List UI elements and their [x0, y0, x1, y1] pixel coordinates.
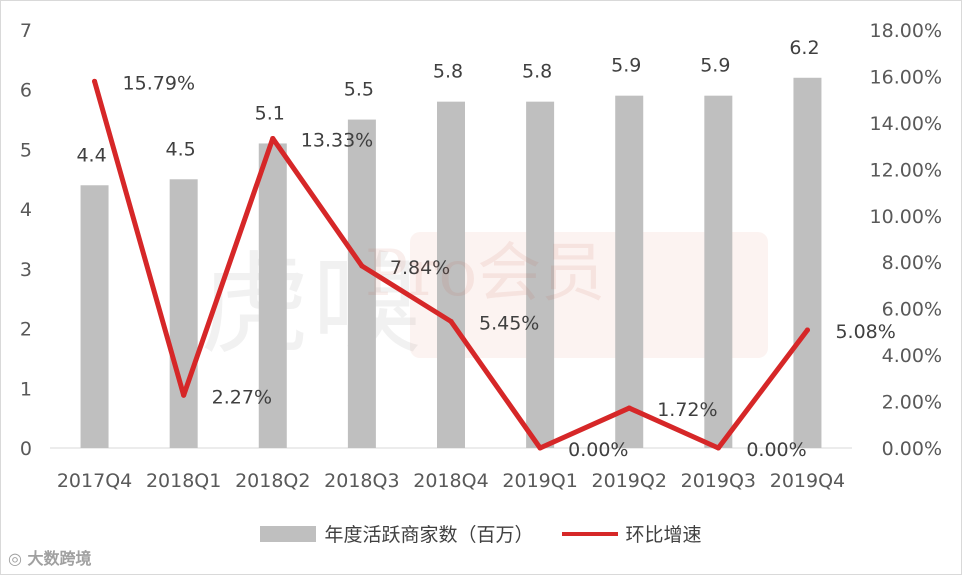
bar-data-label: 6.2 [789, 37, 819, 59]
right-tick-label: 0.00% [882, 438, 942, 460]
bar-data-label: 5.8 [433, 61, 463, 83]
right-tick-label: 10.00% [870, 206, 942, 228]
category-label: 2018Q4 [413, 470, 488, 492]
right-tick-label: 8.00% [882, 252, 942, 274]
line-point[interactable] [804, 327, 810, 333]
bar-data-label: 5.8 [522, 61, 552, 83]
category-label: 2018Q3 [324, 470, 399, 492]
line-point[interactable] [537, 445, 543, 451]
line-data-label: 13.33% [301, 129, 373, 151]
left-tick-label: 7 [20, 20, 32, 42]
left-tick-label: 4 [20, 199, 32, 221]
footer-logo-text: 大数跨境 [27, 549, 92, 568]
legend-label-line: 环比增速 [625, 524, 702, 546]
bar-series [80, 77, 822, 449]
line-point[interactable] [92, 78, 98, 84]
line-data-label: 7.84% [390, 257, 450, 279]
line-data-label: 5.08% [835, 321, 895, 343]
left-axis: 0 1 2 3 4 5 6 7 [20, 20, 32, 460]
bar[interactable] [793, 77, 822, 449]
combo-chart: 0 1 2 3 4 5 6 7 0.00% 2.00% 4.00% 6.00% 8.00% 10.00%… [20, 20, 942, 492]
right-tick-label: 4.00% [882, 345, 942, 367]
bar[interactable] [80, 185, 109, 448]
line-point[interactable] [270, 135, 276, 141]
line-point[interactable] [626, 405, 632, 411]
bar[interactable] [526, 101, 555, 449]
legend: 年度活跃商家数（百万） 环比增速 [0, 520, 962, 547]
category-label: 2017Q4 [57, 470, 132, 492]
logo-icon: ◎ [8, 549, 22, 568]
line-point[interactable] [181, 392, 187, 398]
bar[interactable] [169, 179, 198, 449]
line-point[interactable] [715, 445, 721, 451]
legend-swatch-line [561, 531, 618, 536]
bar[interactable] [615, 95, 644, 448]
watermark-text: 虎嗅 [200, 241, 424, 369]
footer-logo: ◎ 大数跨境 [8, 545, 92, 569]
bar-data-label: 5.5 [344, 79, 374, 101]
left-tick-label: 6 [20, 80, 32, 102]
left-tick-label: 2 [20, 319, 32, 341]
line-labels: 15.79% 2.27% 13.33% 7.84% 5.45% 0.00% 1.72% 0.0… [123, 72, 896, 461]
right-tick-label: 14.00% [870, 113, 942, 135]
bar-labels: 4.4 4.5 5.1 5.5 5.8 5.8 5.9 5.9 6.2 [76, 37, 819, 166]
line-point[interactable] [359, 263, 365, 269]
legend-swatch-bar [260, 525, 317, 542]
right-tick-label: 16.00% [870, 66, 942, 88]
line-data-label: 15.79% [123, 72, 195, 94]
right-tick-label: 2.00% [882, 392, 942, 414]
bar[interactable] [258, 143, 287, 448]
watermark: 虎嗅 [200, 215, 424, 375]
legend-item-line[interactable]: 环比增速 [561, 520, 702, 547]
left-tick-label: 1 [20, 378, 32, 400]
line-point[interactable] [448, 318, 454, 324]
right-axis: 0.00% 2.00% 4.00% 6.00% 8.00% 10.00% 12.00% 14.… [870, 20, 942, 460]
watermark-badge-text: Pro会员 [365, 237, 605, 311]
bar[interactable] [704, 95, 733, 448]
right-tick-label: 6.00% [882, 299, 942, 321]
left-tick-label: 0 [20, 438, 32, 460]
right-tick-label: 18.00% [870, 20, 942, 42]
bar[interactable] [437, 101, 465, 449]
category-label: 2019Q2 [592, 470, 667, 492]
line-data-label: 5.45% [479, 312, 539, 334]
line-series [92, 78, 810, 451]
left-tick-label: 3 [20, 259, 32, 281]
bar-data-label: 5.1 [255, 102, 285, 124]
line-data-label: 1.72% [657, 399, 717, 421]
legend-label-bars: 年度活跃商家数（百万） [324, 524, 534, 546]
category-label: 2019Q4 [770, 470, 845, 492]
bar-data-label: 4.4 [76, 144, 106, 166]
category-label: 2019Q3 [681, 470, 756, 492]
left-tick-label: 5 [20, 139, 32, 161]
line-data-label: 0.00% [746, 439, 806, 461]
category-label: 2018Q2 [235, 470, 310, 492]
line-data-label: 2.27% [212, 386, 272, 408]
bar-data-label: 5.9 [700, 55, 730, 77]
category-label: 2018Q1 [146, 470, 221, 492]
right-tick-label: 12.00% [870, 159, 942, 181]
x-axis-labels: 2017Q4 2018Q1 2018Q2 2018Q3 2018Q4 2019Q1 2019… [57, 470, 845, 492]
line-data-label: 0.00% [568, 439, 628, 461]
bar[interactable] [347, 119, 376, 449]
category-label: 2019Q1 [502, 470, 577, 492]
bar-data-label: 5.9 [611, 55, 641, 77]
bar-data-label: 4.5 [166, 138, 196, 160]
legend-item-bars[interactable]: 年度活跃商家数（百万） [260, 520, 534, 547]
